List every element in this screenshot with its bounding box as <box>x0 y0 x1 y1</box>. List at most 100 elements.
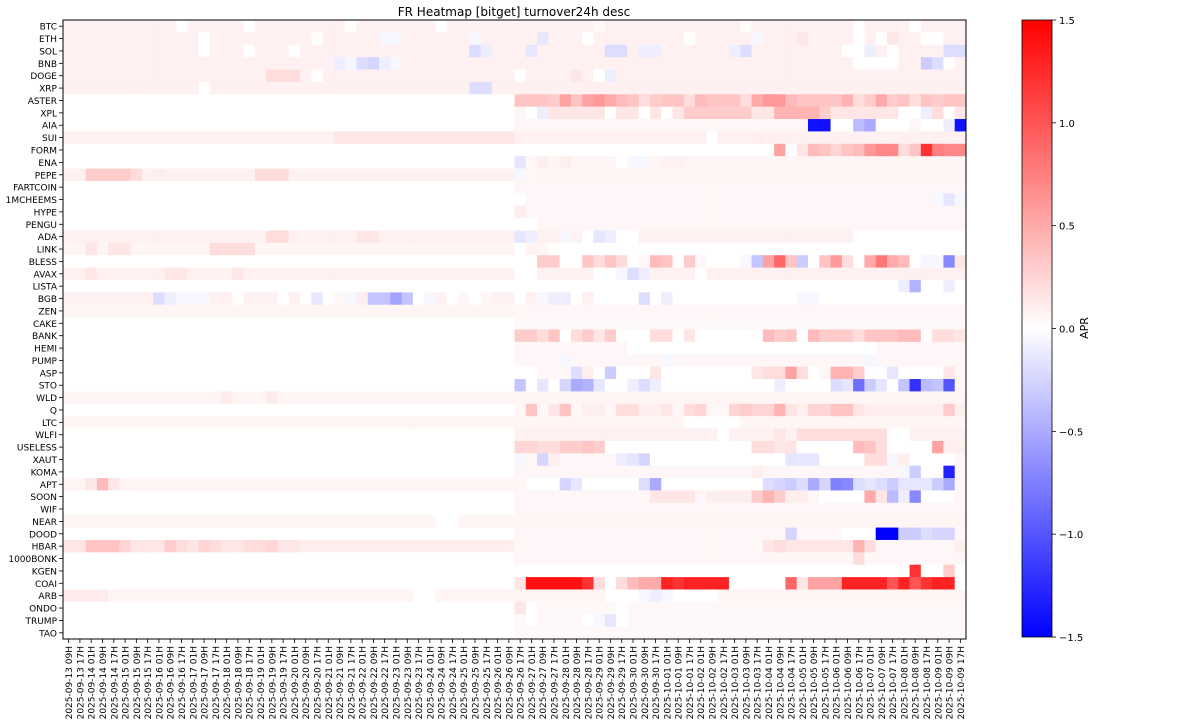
heatmap-cell <box>728 515 741 528</box>
heatmap-cell <box>604 577 617 590</box>
heatmap-cell <box>164 341 177 355</box>
heatmap-cell <box>886 416 899 429</box>
heatmap-cell <box>537 131 549 145</box>
heatmap-cell <box>830 440 843 454</box>
heatmap-cell <box>175 180 188 194</box>
heatmap-cell <box>254 304 267 318</box>
heatmap-cell <box>277 279 290 293</box>
heatmap-cell <box>559 354 572 368</box>
heatmap-cell <box>683 366 696 380</box>
heatmap-cell <box>446 465 459 479</box>
heatmap-cell <box>300 20 312 33</box>
heatmap-cell <box>108 403 120 417</box>
heatmap-cell <box>593 304 606 318</box>
heatmap-cell <box>85 32 98 46</box>
x-tick-label: 2025-09-20 01H <box>291 646 301 719</box>
heatmap-cell <box>209 32 222 46</box>
heatmap-cell <box>548 292 561 306</box>
heatmap-cell <box>322 69 335 83</box>
heatmap-cell <box>232 168 244 182</box>
heatmap-cell <box>164 180 177 194</box>
heatmap-cell <box>920 552 933 566</box>
x-tick-label: 2025-09-17 09H <box>201 646 211 719</box>
heatmap-cell <box>63 428 75 442</box>
heatmap-cell <box>401 502 414 516</box>
heatmap-cell <box>875 230 888 244</box>
heatmap-cell <box>593 453 606 467</box>
heatmap-cell <box>604 416 617 429</box>
heatmap-cell <box>593 478 606 491</box>
y-tick-label: LTC <box>42 419 57 429</box>
heatmap-cell <box>954 329 967 343</box>
heatmap-cell <box>683 478 696 491</box>
heatmap-cell <box>491 81 504 95</box>
heatmap-cell <box>96 32 109 46</box>
heatmap-cell <box>559 478 572 491</box>
heatmap-cell <box>108 143 120 157</box>
heatmap-cell <box>807 539 820 553</box>
heatmap-cell <box>221 205 233 219</box>
heatmap-cell <box>548 354 561 368</box>
heatmap-cell <box>458 564 470 578</box>
heatmap-cell <box>932 230 944 244</box>
heatmap-cell <box>277 552 290 566</box>
heatmap-cell <box>390 577 403 590</box>
heatmap-cell <box>886 564 899 578</box>
heatmap-cell <box>774 391 786 405</box>
heatmap-cell <box>198 106 211 120</box>
heatmap-cell <box>480 292 493 306</box>
heatmap-cell <box>582 416 594 429</box>
heatmap-cell <box>187 354 199 368</box>
heatmap-cell <box>412 218 425 231</box>
heatmap-cell <box>164 205 177 219</box>
heatmap-cell <box>853 428 865 442</box>
heatmap-cell <box>63 341 75 355</box>
heatmap-cell <box>751 279 764 293</box>
heatmap-cell <box>864 366 877 380</box>
heatmap-cell <box>582 106 594 120</box>
heatmap-cell <box>774 515 786 528</box>
heatmap-cell <box>649 94 662 108</box>
heatmap-cell <box>672 143 685 157</box>
heatmap-cell <box>909 416 922 429</box>
heatmap-cell <box>300 81 312 95</box>
heatmap-cell <box>830 279 843 293</box>
heatmap-cell <box>864 490 877 504</box>
heatmap-cell <box>604 403 617 417</box>
heatmap-cell <box>672 44 685 58</box>
heatmap-cell <box>932 329 944 343</box>
heatmap-cell <box>277 490 290 504</box>
heatmap-cell <box>266 354 278 368</box>
heatmap-cell <box>412 515 425 528</box>
heatmap-cell <box>661 453 673 467</box>
heatmap-cell <box>390 168 403 182</box>
heatmap-cell <box>435 106 448 120</box>
heatmap-cell <box>853 354 865 368</box>
heatmap-cell <box>266 193 278 207</box>
heatmap-cell <box>559 391 572 405</box>
heatmap-cell <box>74 515 86 528</box>
heatmap-cell <box>525 465 538 479</box>
heatmap-cell <box>570 601 583 615</box>
heatmap-cell <box>311 193 324 207</box>
heatmap-cell <box>209 416 222 429</box>
heatmap-cell <box>706 601 719 615</box>
heatmap-cell <box>649 168 662 182</box>
heatmap-cell <box>525 143 538 157</box>
heatmap-cell <box>830 20 843 33</box>
heatmap-cell <box>898 106 910 120</box>
heatmap-cell <box>142 20 154 33</box>
heatmap-cell <box>175 279 188 293</box>
heatmap-cell <box>604 131 617 145</box>
heatmap-cell <box>164 527 177 541</box>
heatmap-cell <box>424 601 436 615</box>
heatmap-cell <box>661 119 673 132</box>
heatmap-cell <box>604 490 617 504</box>
heatmap-cell <box>582 57 594 70</box>
heatmap-cell <box>864 94 877 108</box>
heatmap-cell <box>424 267 436 281</box>
heatmap-cell <box>322 255 335 268</box>
heatmap-cell <box>254 440 267 454</box>
heatmap-cell <box>221 478 233 491</box>
heatmap-cell <box>288 218 301 231</box>
